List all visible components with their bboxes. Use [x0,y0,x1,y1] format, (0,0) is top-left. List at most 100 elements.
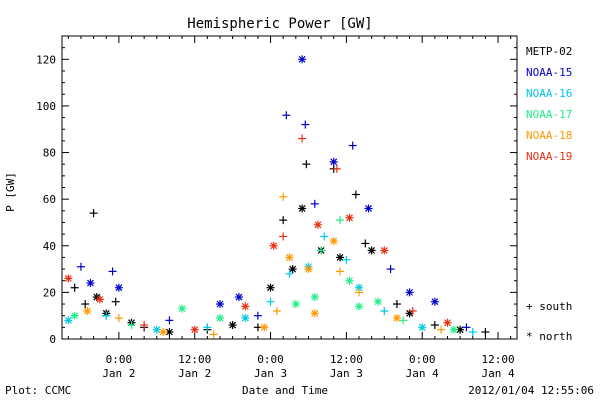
south-data-point [336,216,345,225]
north-data-point [241,302,250,311]
south-data-point [342,255,351,264]
south-data-point [351,190,360,199]
north-data-point [310,309,319,318]
x-tick-time-label: 0:00 [257,353,284,366]
south-data-point [355,288,364,297]
south-data-point [279,192,288,201]
legend-entry: NOAA-17 [526,108,572,121]
north-data-point [234,293,243,302]
x-axis-label: Date and Time [242,384,328,397]
north-data-point [95,295,104,304]
marker-legend: + south * north [526,300,572,343]
south-data-point [298,134,307,143]
north-data-point [367,246,376,255]
legend-entry: NOAA-16 [526,87,572,100]
legend-entry: NOAA-19 [526,150,572,163]
north-data-point [298,204,307,213]
north-data-point [215,314,224,323]
y-axis: 0 20 40 60 80 100 120 [36,47,517,346]
north-data-point [456,325,465,334]
south-data-point [408,307,417,316]
north-data-point [313,220,322,229]
south-data-point [481,328,490,337]
legend-entry: METP-02 [526,45,572,58]
south-data-point [114,314,123,323]
x-tick-date-label: Jan 2 [178,367,211,380]
south-data-point [279,216,288,225]
south-data-point [81,300,90,309]
north-data-point [86,279,95,288]
y-tick-label: 60 [43,193,56,206]
south-data-point [266,297,275,306]
north-data-point [345,276,354,285]
x-tick-date-label: Jan 3 [330,367,363,380]
south-data-point [70,283,79,292]
south-data-point [253,311,262,320]
north-data-point [430,297,439,306]
north-data-point [159,328,168,337]
north-data-point [285,253,294,262]
x-tick-time-label: 12:00 [178,353,211,366]
north-data-point [310,293,319,302]
south-data-point [203,323,212,332]
north-data-point [443,318,452,327]
south-data-point [108,267,117,276]
north-data-point [336,253,345,262]
x-tick-date-label: Jan 3 [254,367,287,380]
south-data-point [285,269,294,278]
north-data-point [304,265,313,274]
south-data-point [332,164,341,173]
south-data-point [462,323,471,332]
legend-entry: NOAA-15 [526,66,572,79]
north-data-point [329,157,338,166]
north-data-point [269,241,278,250]
north-data-point [190,325,199,334]
x-tick-date-label: Jan 4 [406,367,439,380]
y-tick-label: 120 [36,53,56,66]
plot-timestamp: 2012/01/04 12:55:06 [468,384,594,397]
marker-legend-entry: + south [526,300,572,313]
south-data-point [392,300,401,309]
x-tick-time-label: 12:00 [330,353,363,366]
y-tick-label: 0 [49,333,56,346]
south-data-point [468,328,477,337]
north-data-point [380,246,389,255]
north-data-point [260,323,269,332]
x-tick-time-label: 0:00 [106,353,133,366]
north-data-point [152,325,161,334]
south-data-point [282,111,291,120]
south-data-point [320,232,329,241]
south-data-point [165,316,174,325]
south-data-point [76,262,85,271]
south-data-point [279,232,288,241]
south-data-point [437,325,446,334]
south-data-point [336,267,345,276]
x-tick-date-label: Jan 4 [481,367,514,380]
north-data-point [64,274,73,283]
y-tick-label: 80 [43,147,56,160]
y-tick-label: 20 [43,286,56,299]
north-data-point [266,283,275,292]
north-data-point [298,55,307,64]
south-data-point [89,209,98,218]
marker-legend-entry: * north [526,330,572,343]
south-data-point [272,307,281,316]
x-tick-time-label: 12:00 [481,353,514,366]
north-data-point [418,323,427,332]
plot-source: Plot: CCMC [5,384,71,397]
north-data-point [178,304,187,313]
x-tick-time-label: 0:00 [409,353,436,366]
north-data-point [364,204,373,213]
plot-frame [61,35,518,340]
north-data-point [83,307,92,316]
south-data-point [380,307,389,316]
north-data-point [329,237,338,246]
south-data-point [317,246,326,255]
series-legend: METP-02 NOAA-15 NOAA-16 NOAA-17 NOAA-18 NOAA-… [526,45,572,163]
north-data-point [291,300,300,309]
south-data-point [140,321,149,330]
north-data-point [355,302,364,311]
north-data-point [405,288,414,297]
north-data-point [449,325,458,334]
